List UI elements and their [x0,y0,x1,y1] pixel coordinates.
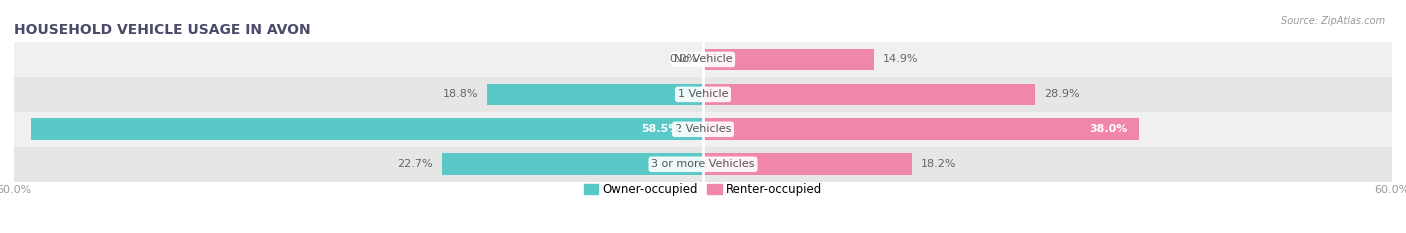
Text: 0.0%: 0.0% [669,55,697,64]
Text: Source: ZipAtlas.com: Source: ZipAtlas.com [1281,16,1385,26]
Text: 22.7%: 22.7% [398,159,433,169]
Text: 18.8%: 18.8% [443,89,478,99]
Text: 38.0%: 38.0% [1090,124,1128,134]
Bar [443,154,703,175]
Text: 2 Vehicles: 2 Vehicles [675,124,731,134]
Legend: Owner-occupied, Renter-occupied: Owner-occupied, Renter-occupied [579,178,827,201]
Text: 18.2%: 18.2% [921,159,956,169]
Bar [14,147,1392,182]
Text: HOUSEHOLD VEHICLE USAGE IN AVON: HOUSEHOLD VEHICLE USAGE IN AVON [14,23,311,37]
Bar [703,49,875,70]
Text: 3 or more Vehicles: 3 or more Vehicles [651,159,755,169]
Bar [14,42,1392,77]
Bar [14,112,1392,147]
Bar [486,84,703,105]
Text: 1 Vehicle: 1 Vehicle [678,89,728,99]
Text: 58.5%: 58.5% [641,124,681,134]
Bar [703,118,1139,140]
Bar [703,154,912,175]
Text: No Vehicle: No Vehicle [673,55,733,64]
Text: 28.9%: 28.9% [1045,89,1080,99]
Text: 14.9%: 14.9% [883,55,918,64]
Bar [14,77,1392,112]
Bar [703,84,1035,105]
Bar [31,118,703,140]
